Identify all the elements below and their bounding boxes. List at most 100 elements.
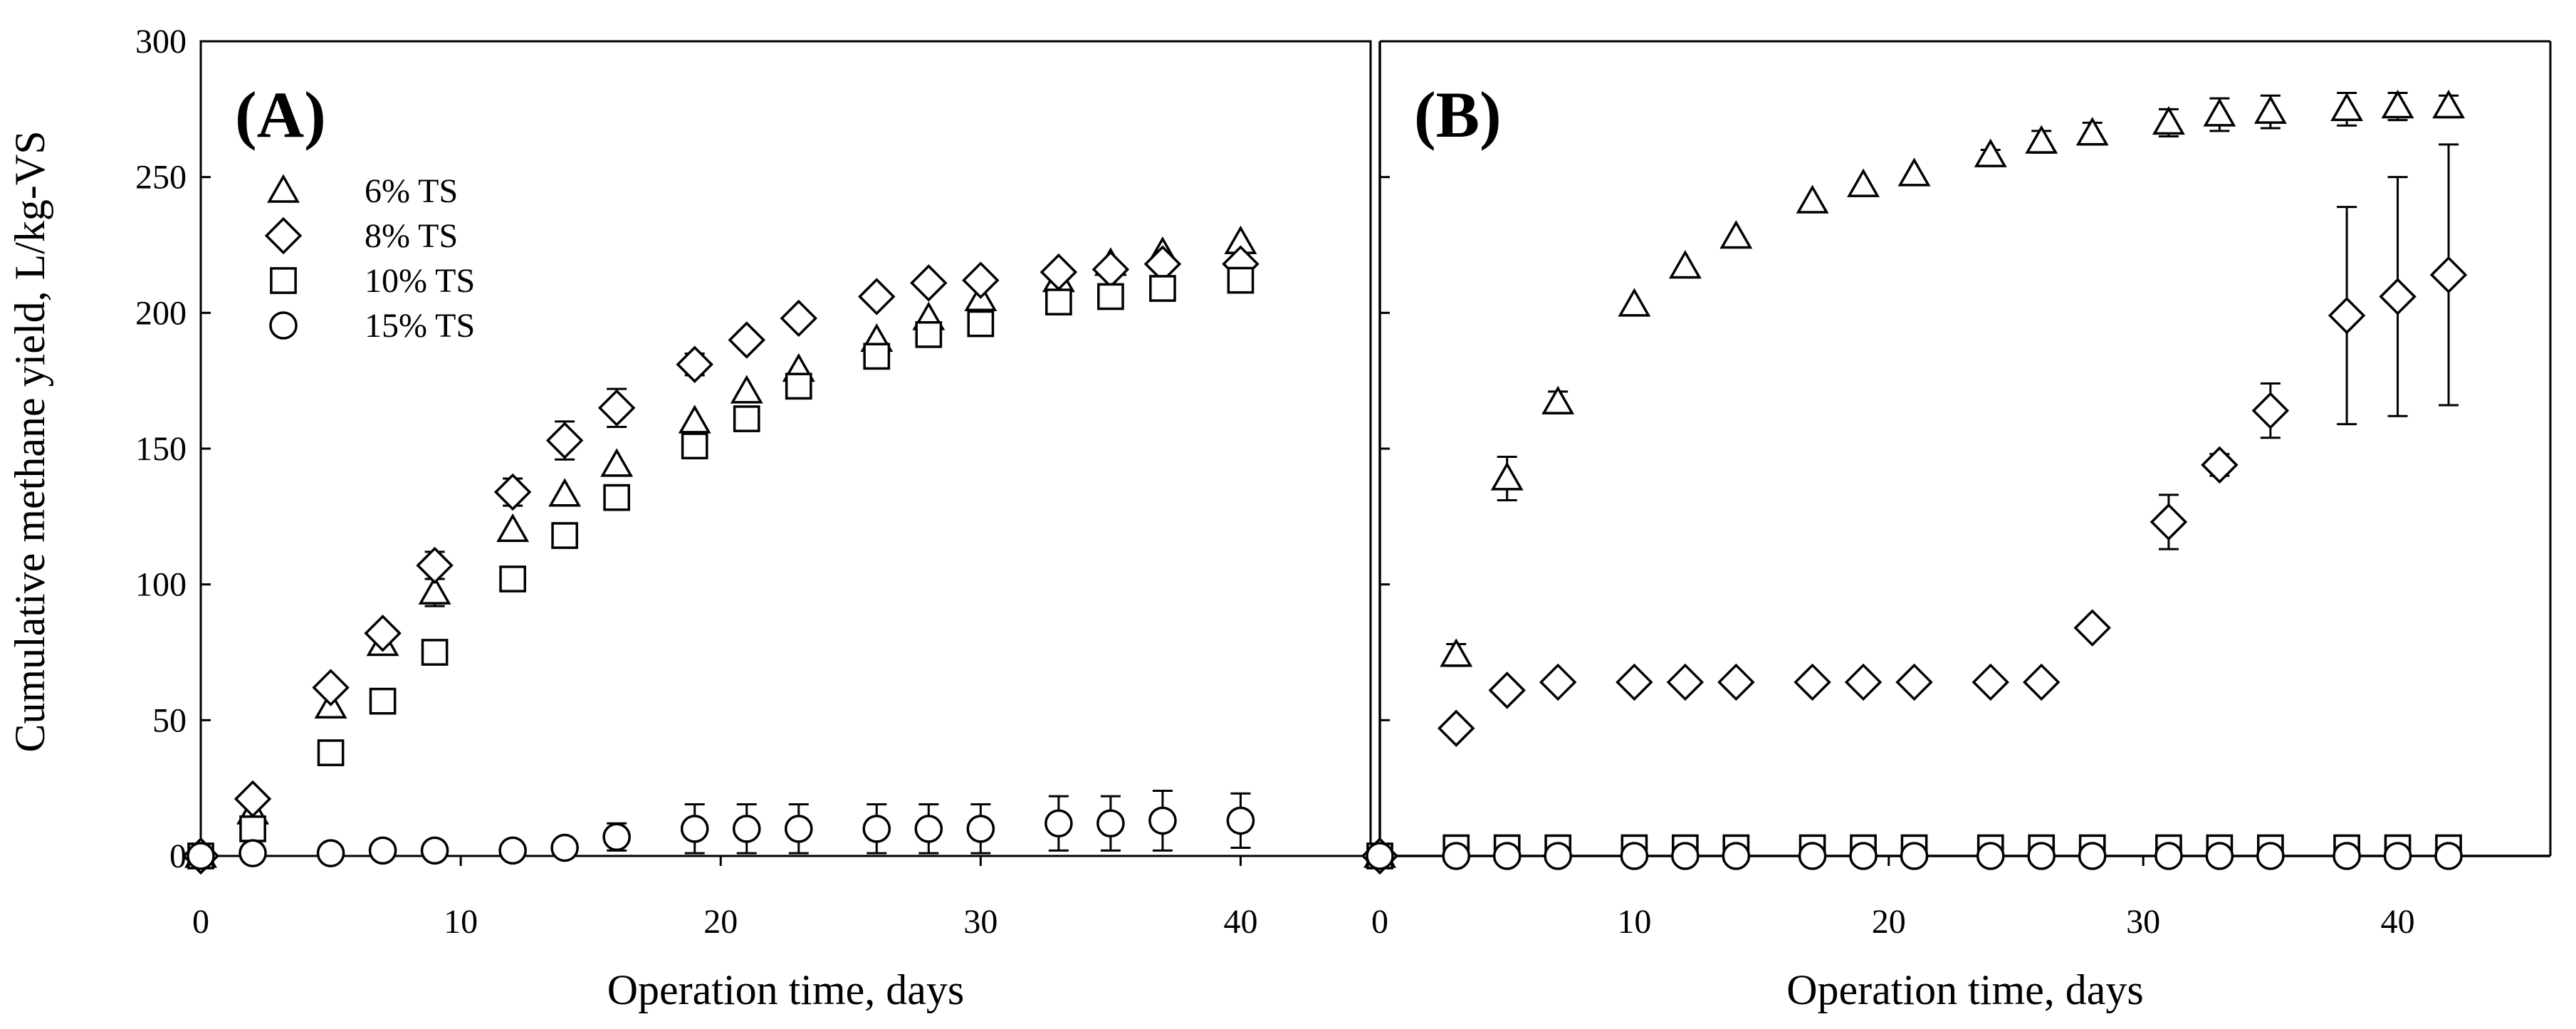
- data-point: [915, 320, 943, 348]
- data-point: [496, 513, 530, 543]
- data-point: [416, 546, 454, 585]
- data-point: [2154, 842, 2183, 870]
- y-tick-label: 50: [152, 701, 187, 739]
- x-tick-label: 40: [1223, 903, 1257, 941]
- data-point: [1668, 250, 1702, 279]
- legend-label: 10% TS: [365, 262, 475, 300]
- data-point: [680, 815, 709, 843]
- data-point: [2251, 392, 2290, 429]
- data-point: [1044, 809, 1073, 838]
- data-point: [2381, 90, 2414, 119]
- x-tick-label: 10: [444, 903, 478, 941]
- data-point: [1618, 288, 1651, 317]
- data-point: [858, 278, 896, 315]
- data-point: [2256, 842, 2285, 870]
- data-point: [2152, 105, 2185, 135]
- legend-label: 8% TS: [365, 217, 458, 255]
- legend-label: 15% TS: [365, 307, 475, 345]
- data-point: [2429, 256, 2468, 294]
- data-point: [2201, 446, 2239, 484]
- data-point: [1488, 672, 1526, 709]
- data-point: [2205, 842, 2234, 870]
- data-point: [1895, 663, 1933, 701]
- data-point: [780, 299, 817, 338]
- series-6-ts: [184, 225, 1257, 868]
- data-point: [1227, 266, 1255, 294]
- data-point: [862, 815, 891, 843]
- data-point: [421, 639, 449, 666]
- data-point: [730, 375, 763, 404]
- data-point: [551, 522, 579, 549]
- legend-marker: [269, 311, 298, 340]
- data-point: [316, 839, 345, 867]
- legend-marker: [264, 216, 303, 255]
- x-axis-title: Operation time, days: [607, 966, 965, 1013]
- data-point: [1900, 842, 1929, 870]
- data-point: [1149, 275, 1176, 302]
- panel-label: (B): [1414, 78, 1502, 151]
- data-point: [1620, 842, 1649, 870]
- data-point: [728, 321, 765, 359]
- data-point: [1897, 157, 1931, 187]
- data-point: [1849, 842, 1878, 870]
- data-point: [1490, 461, 1524, 491]
- data-point: [418, 575, 451, 605]
- x-tick-label: 40: [2381, 903, 2415, 941]
- data-point: [187, 842, 215, 870]
- data-point: [493, 473, 532, 511]
- data-point: [1226, 806, 1255, 835]
- data-point: [2434, 842, 2463, 870]
- data-point: [2253, 95, 2287, 124]
- x-tick-label: 30: [963, 903, 998, 941]
- data-point: [2027, 842, 2056, 870]
- data-point: [1798, 842, 1827, 870]
- data-point: [962, 261, 1000, 299]
- x-tick-label: 30: [2126, 903, 2160, 941]
- data-point: [2073, 609, 2111, 647]
- data-point: [548, 478, 582, 507]
- data-point: [2328, 296, 2366, 335]
- x-tick-label: 0: [1371, 903, 1388, 941]
- series-8-ts: [182, 245, 1260, 875]
- data-point: [597, 389, 636, 427]
- data-point: [1544, 842, 1572, 870]
- data-point: [681, 432, 708, 460]
- panel-label: (A): [235, 78, 326, 151]
- data-point: [785, 372, 812, 400]
- data-point: [784, 815, 813, 843]
- x-tick-label: 20: [703, 903, 738, 941]
- y-tick-label: 250: [135, 159, 187, 197]
- data-point: [910, 264, 948, 302]
- data-point: [1976, 842, 2005, 870]
- y-tick-label: 100: [135, 566, 187, 604]
- x-tick-label: 20: [1872, 903, 1906, 941]
- data-point: [733, 405, 760, 432]
- series-15-ts: [1366, 842, 2463, 870]
- y-tick-label: 200: [135, 294, 187, 332]
- data-point: [369, 687, 397, 715]
- legend-marker: [270, 267, 297, 294]
- data-point: [602, 822, 631, 852]
- data-point: [368, 836, 397, 865]
- data-point: [1972, 663, 2009, 701]
- data-point: [1040, 253, 1078, 291]
- legend-label: 6% TS: [365, 172, 458, 210]
- data-point: [1440, 638, 1473, 667]
- legend-marker: [267, 174, 300, 203]
- data-point: [1541, 385, 1575, 414]
- x-tick-label: 0: [192, 903, 209, 941]
- data-point: [1719, 220, 1753, 249]
- data-point: [1096, 809, 1125, 838]
- data-point: [239, 839, 267, 867]
- data-point: [317, 739, 345, 766]
- data-point: [1844, 663, 1883, 701]
- x-axis-title: Operation time, days: [1786, 966, 2144, 1013]
- series-10-ts: [187, 266, 1255, 869]
- data-point: [1796, 184, 1829, 214]
- series-15-ts: [187, 789, 1255, 870]
- data-point: [600, 448, 634, 477]
- data-point: [2078, 842, 2107, 870]
- y-tick-label: 300: [135, 23, 187, 61]
